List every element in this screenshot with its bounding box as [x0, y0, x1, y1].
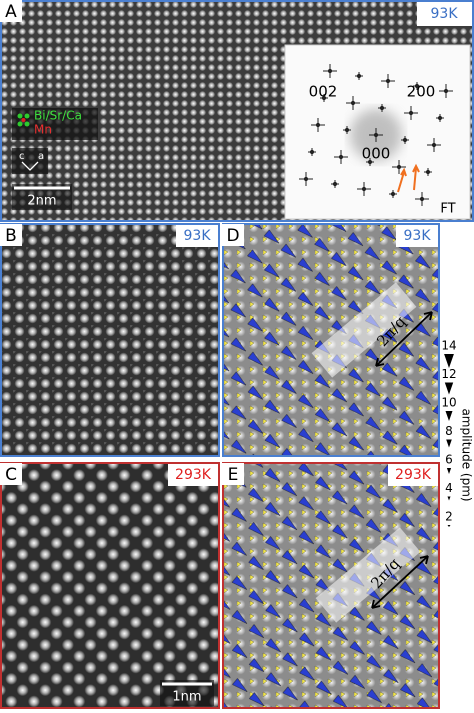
ft-arrow — [397, 167, 407, 193]
amplitude-triangle — [447, 496, 451, 501]
ft-spot-core — [402, 137, 408, 143]
ft-spot-core — [350, 100, 356, 106]
axes-arrows — [21, 161, 39, 171]
ft-spot-core — [361, 186, 367, 192]
ft-spot-core — [396, 164, 402, 170]
temperature: 93K — [404, 228, 432, 244]
temp-box — [417, 2, 472, 26]
panel-label: E — [228, 465, 239, 485]
label-box — [0, 463, 22, 485]
amplitude-label: amplitude (pm) — [460, 408, 474, 501]
temperature: 293K — [395, 467, 432, 483]
amplitude-triangle — [444, 382, 454, 395]
temp-box — [168, 464, 218, 486]
wave-band — [311, 282, 417, 378]
axis-label: a — [38, 151, 44, 162]
temp-box — [396, 225, 438, 247]
ft-spot-core — [425, 169, 431, 175]
scale-label: 2nm — [27, 194, 56, 209]
ft-spot-core — [315, 122, 321, 128]
ft-spot-core — [356, 73, 362, 79]
wave-arrow — [371, 555, 429, 609]
temperature: 293K — [175, 467, 212, 483]
legend-dot — [17, 121, 23, 127]
legend-item: Bi/Sr/Ca — [34, 109, 82, 123]
legend-item: Mn — [34, 123, 52, 137]
amplitude-triangle — [446, 439, 452, 448]
panel-c-image — [0, 462, 220, 709]
ft-spot-core — [419, 196, 425, 202]
label-box — [0, 224, 22, 246]
ft-spot-core — [414, 83, 420, 89]
ft-peak: 200 — [407, 83, 436, 101]
ft-peak: 000 — [362, 145, 391, 163]
ft-spot-core — [303, 176, 309, 182]
ft-spot-core — [344, 127, 350, 133]
label-box — [222, 224, 244, 246]
amplitude-tick-label: 2 — [445, 510, 453, 524]
ft-spot-core — [373, 132, 379, 138]
amplitude-tick-label: 14 — [441, 339, 456, 353]
ft-spot-core — [408, 110, 414, 116]
axis-label: c — [19, 151, 25, 162]
ft-spot-core — [431, 142, 437, 148]
ft-spot-core — [437, 115, 443, 121]
label-box — [0, 0, 22, 22]
amplitude-tick-label: 6 — [445, 453, 453, 467]
scale-label: 1nm — [172, 690, 201, 705]
ft-spot-core — [309, 149, 315, 155]
panel-label: C — [5, 465, 17, 485]
wave-arrow — [375, 311, 433, 367]
legend-dot — [17, 113, 23, 119]
amplitude-tick-label: 8 — [445, 424, 453, 438]
amplitude-triangle — [446, 468, 452, 474]
temperature: 93K — [184, 228, 212, 244]
wave-band — [315, 527, 421, 623]
amplitude-triangle — [445, 411, 453, 421]
panel-label: D — [226, 226, 239, 246]
temp-box — [388, 464, 438, 486]
label-box — [222, 463, 244, 485]
ft-spot-core — [367, 159, 373, 165]
amplitude-triangle — [444, 354, 454, 368]
ft-title: FT — [440, 202, 455, 217]
temp-box — [176, 225, 218, 247]
panel-label: B — [5, 226, 17, 246]
ft-spot-core — [338, 154, 344, 160]
legend-dot — [21, 118, 26, 122]
ft-spot-core — [443, 88, 449, 94]
amplitude-tick-label: 12 — [441, 367, 456, 381]
ft-spot-core — [327, 68, 333, 74]
panel-label: A — [5, 2, 17, 22]
ft-spot-core — [321, 95, 327, 101]
legend-dot — [24, 113, 30, 119]
ft-peak: 002 — [309, 83, 338, 101]
amplitude-tick-label: 10 — [441, 396, 456, 410]
temperature: 93K — [431, 6, 459, 22]
ft-spot-core — [379, 105, 385, 111]
ft-arrow — [412, 163, 420, 191]
ft-spots — [299, 64, 453, 206]
ft-spot-core — [390, 191, 396, 197]
panel-b-image — [0, 223, 220, 457]
legend-dot — [24, 121, 30, 127]
amplitude-triangle — [447, 525, 451, 527]
ft-spot-core — [332, 181, 338, 187]
amplitude-scale: 14 12 10 8 6 4 2 — [441, 339, 457, 527]
amplitude-tick-label: 4 — [445, 481, 453, 495]
ft-spot-core — [385, 78, 391, 84]
